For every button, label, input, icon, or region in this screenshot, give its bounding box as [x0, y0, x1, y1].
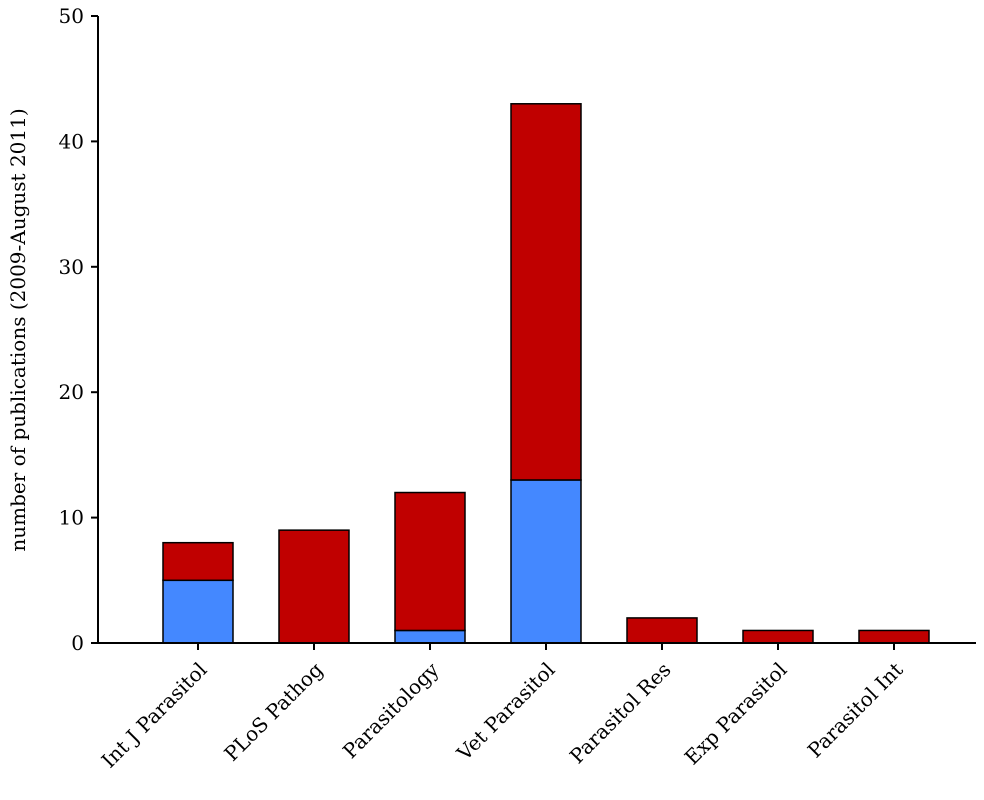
bar-segment-series-2 [742, 629, 814, 644]
bar-segment-series-1 [510, 479, 582, 644]
y-axis-title: number of publications (2009-August 2011… [6, 108, 30, 551]
y-tick-label: 40 [59, 129, 84, 153]
x-tick-label: Vet Parasitol [451, 658, 559, 766]
bars-layer [162, 103, 930, 644]
x-tick-label: Exp Parasitol [680, 658, 792, 770]
y-tick-label: 20 [59, 380, 84, 404]
bar-segment-series-2 [394, 491, 466, 632]
bar-segment-series-1 [394, 629, 466, 644]
y-tick-label: 30 [59, 255, 84, 279]
bar-segment-series-2 [278, 529, 350, 644]
y-tick-label: 10 [59, 506, 84, 530]
x-tick-label: Parasitol Int [803, 658, 908, 763]
bar-segment-series-2 [510, 103, 582, 481]
x-tick-label: Parasitology [338, 657, 444, 763]
bar-segment-series-2 [626, 617, 698, 644]
x-tick-labels: Int J Parasitol PLoS Pathog Parasitology Ve… [97, 643, 908, 773]
x-tick-label: Parasitol Res [565, 658, 676, 769]
bar-segment-series-2 [162, 541, 234, 582]
bar-segment-series-1 [162, 579, 234, 644]
y-tick-label: 50 [59, 4, 84, 28]
x-tick-label: PLoS Pathog [219, 657, 327, 765]
axes-layer [97, 16, 976, 644]
y-tick-label: 0 [71, 631, 84, 655]
x-tick-label: Int J Parasitol [97, 658, 212, 773]
bar-segment-series-2 [858, 629, 930, 644]
y-ticks: 0 10 20 30 40 50 [59, 4, 98, 655]
